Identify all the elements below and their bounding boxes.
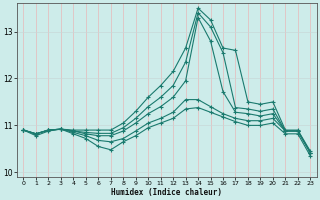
X-axis label: Humidex (Indice chaleur): Humidex (Indice chaleur) [111,188,222,197]
